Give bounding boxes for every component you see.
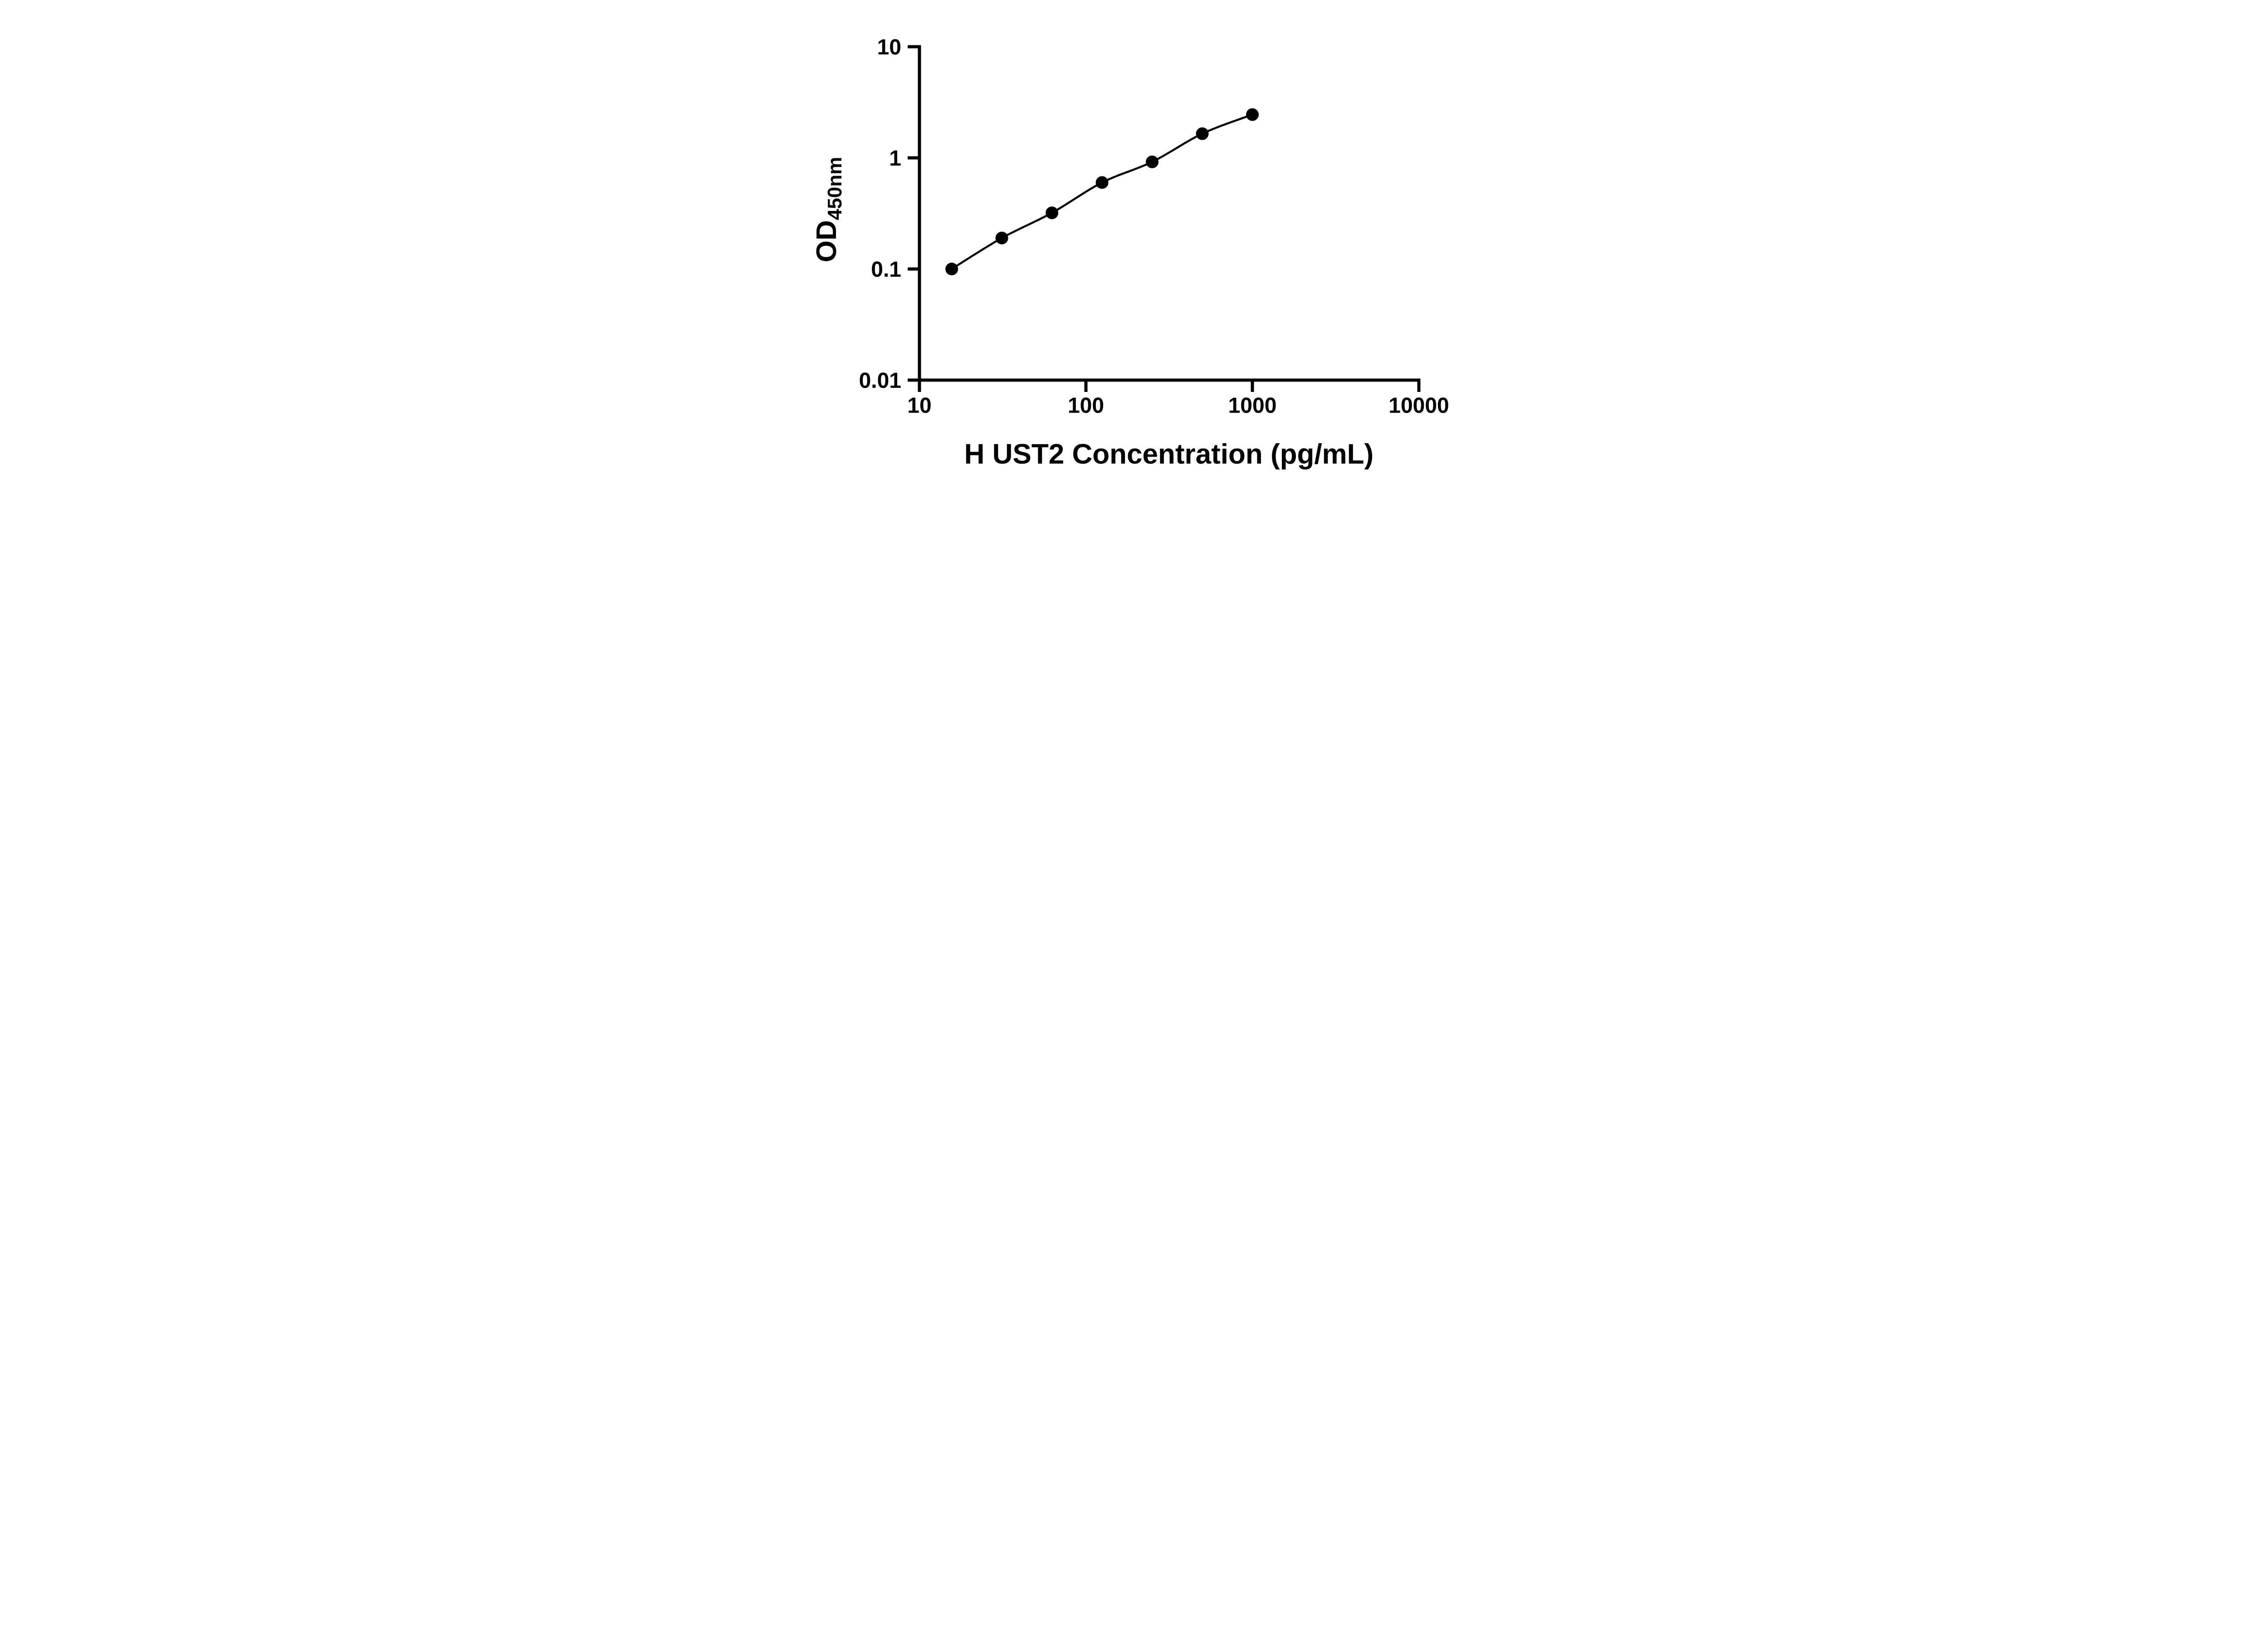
x-axis-tick-label: 100 bbox=[1067, 394, 1104, 418]
axis-spine bbox=[918, 45, 1420, 382]
data-point-marker bbox=[1045, 206, 1058, 220]
y-axis-tick-label: 1 bbox=[889, 147, 901, 171]
data-point-marker bbox=[1095, 176, 1109, 189]
y-axis-title: OD450nm bbox=[811, 157, 846, 262]
data-point-marker bbox=[1196, 127, 1209, 140]
y-axis-title-text: OD bbox=[811, 220, 842, 262]
series-line bbox=[951, 113, 1253, 270]
plot-area: 10 100 1000 10000 0.01 0.1 1 10 H UST2 Concentr… bbox=[785, 0, 1483, 490]
standard-curve-figure: 10 100 1000 10000 0.01 0.1 1 10 H UST2 Concentr… bbox=[785, 0, 1483, 490]
y-axis-tick-label: 0.1 bbox=[871, 258, 901, 282]
data-point-marker bbox=[1145, 155, 1158, 168]
y-axis-tick-label: 10 bbox=[877, 35, 901, 59]
x-axis-title: H UST2 Concentration (pg/mL) bbox=[964, 439, 1373, 470]
y-axis-title-subscript: 450nm bbox=[824, 157, 846, 220]
y-axis-tick-label: 0.01 bbox=[859, 369, 901, 393]
series-layer bbox=[945, 108, 1259, 275]
data-point-marker bbox=[1246, 108, 1259, 121]
x-axis-tick-label: 10 bbox=[907, 394, 931, 418]
elisa-standard-curve-page: 10 100 1000 10000 0.01 0.1 1 10 H UST2 Concentr… bbox=[785, 0, 1483, 490]
data-point-marker bbox=[945, 263, 958, 275]
axes-layer: 10 100 1000 10000 0.01 0.1 1 10 bbox=[859, 35, 1449, 418]
x-axis-tick-label: 10000 bbox=[1388, 394, 1449, 418]
x-axis-tick-label: 1000 bbox=[1228, 394, 1276, 418]
data-point-marker bbox=[995, 231, 1008, 244]
